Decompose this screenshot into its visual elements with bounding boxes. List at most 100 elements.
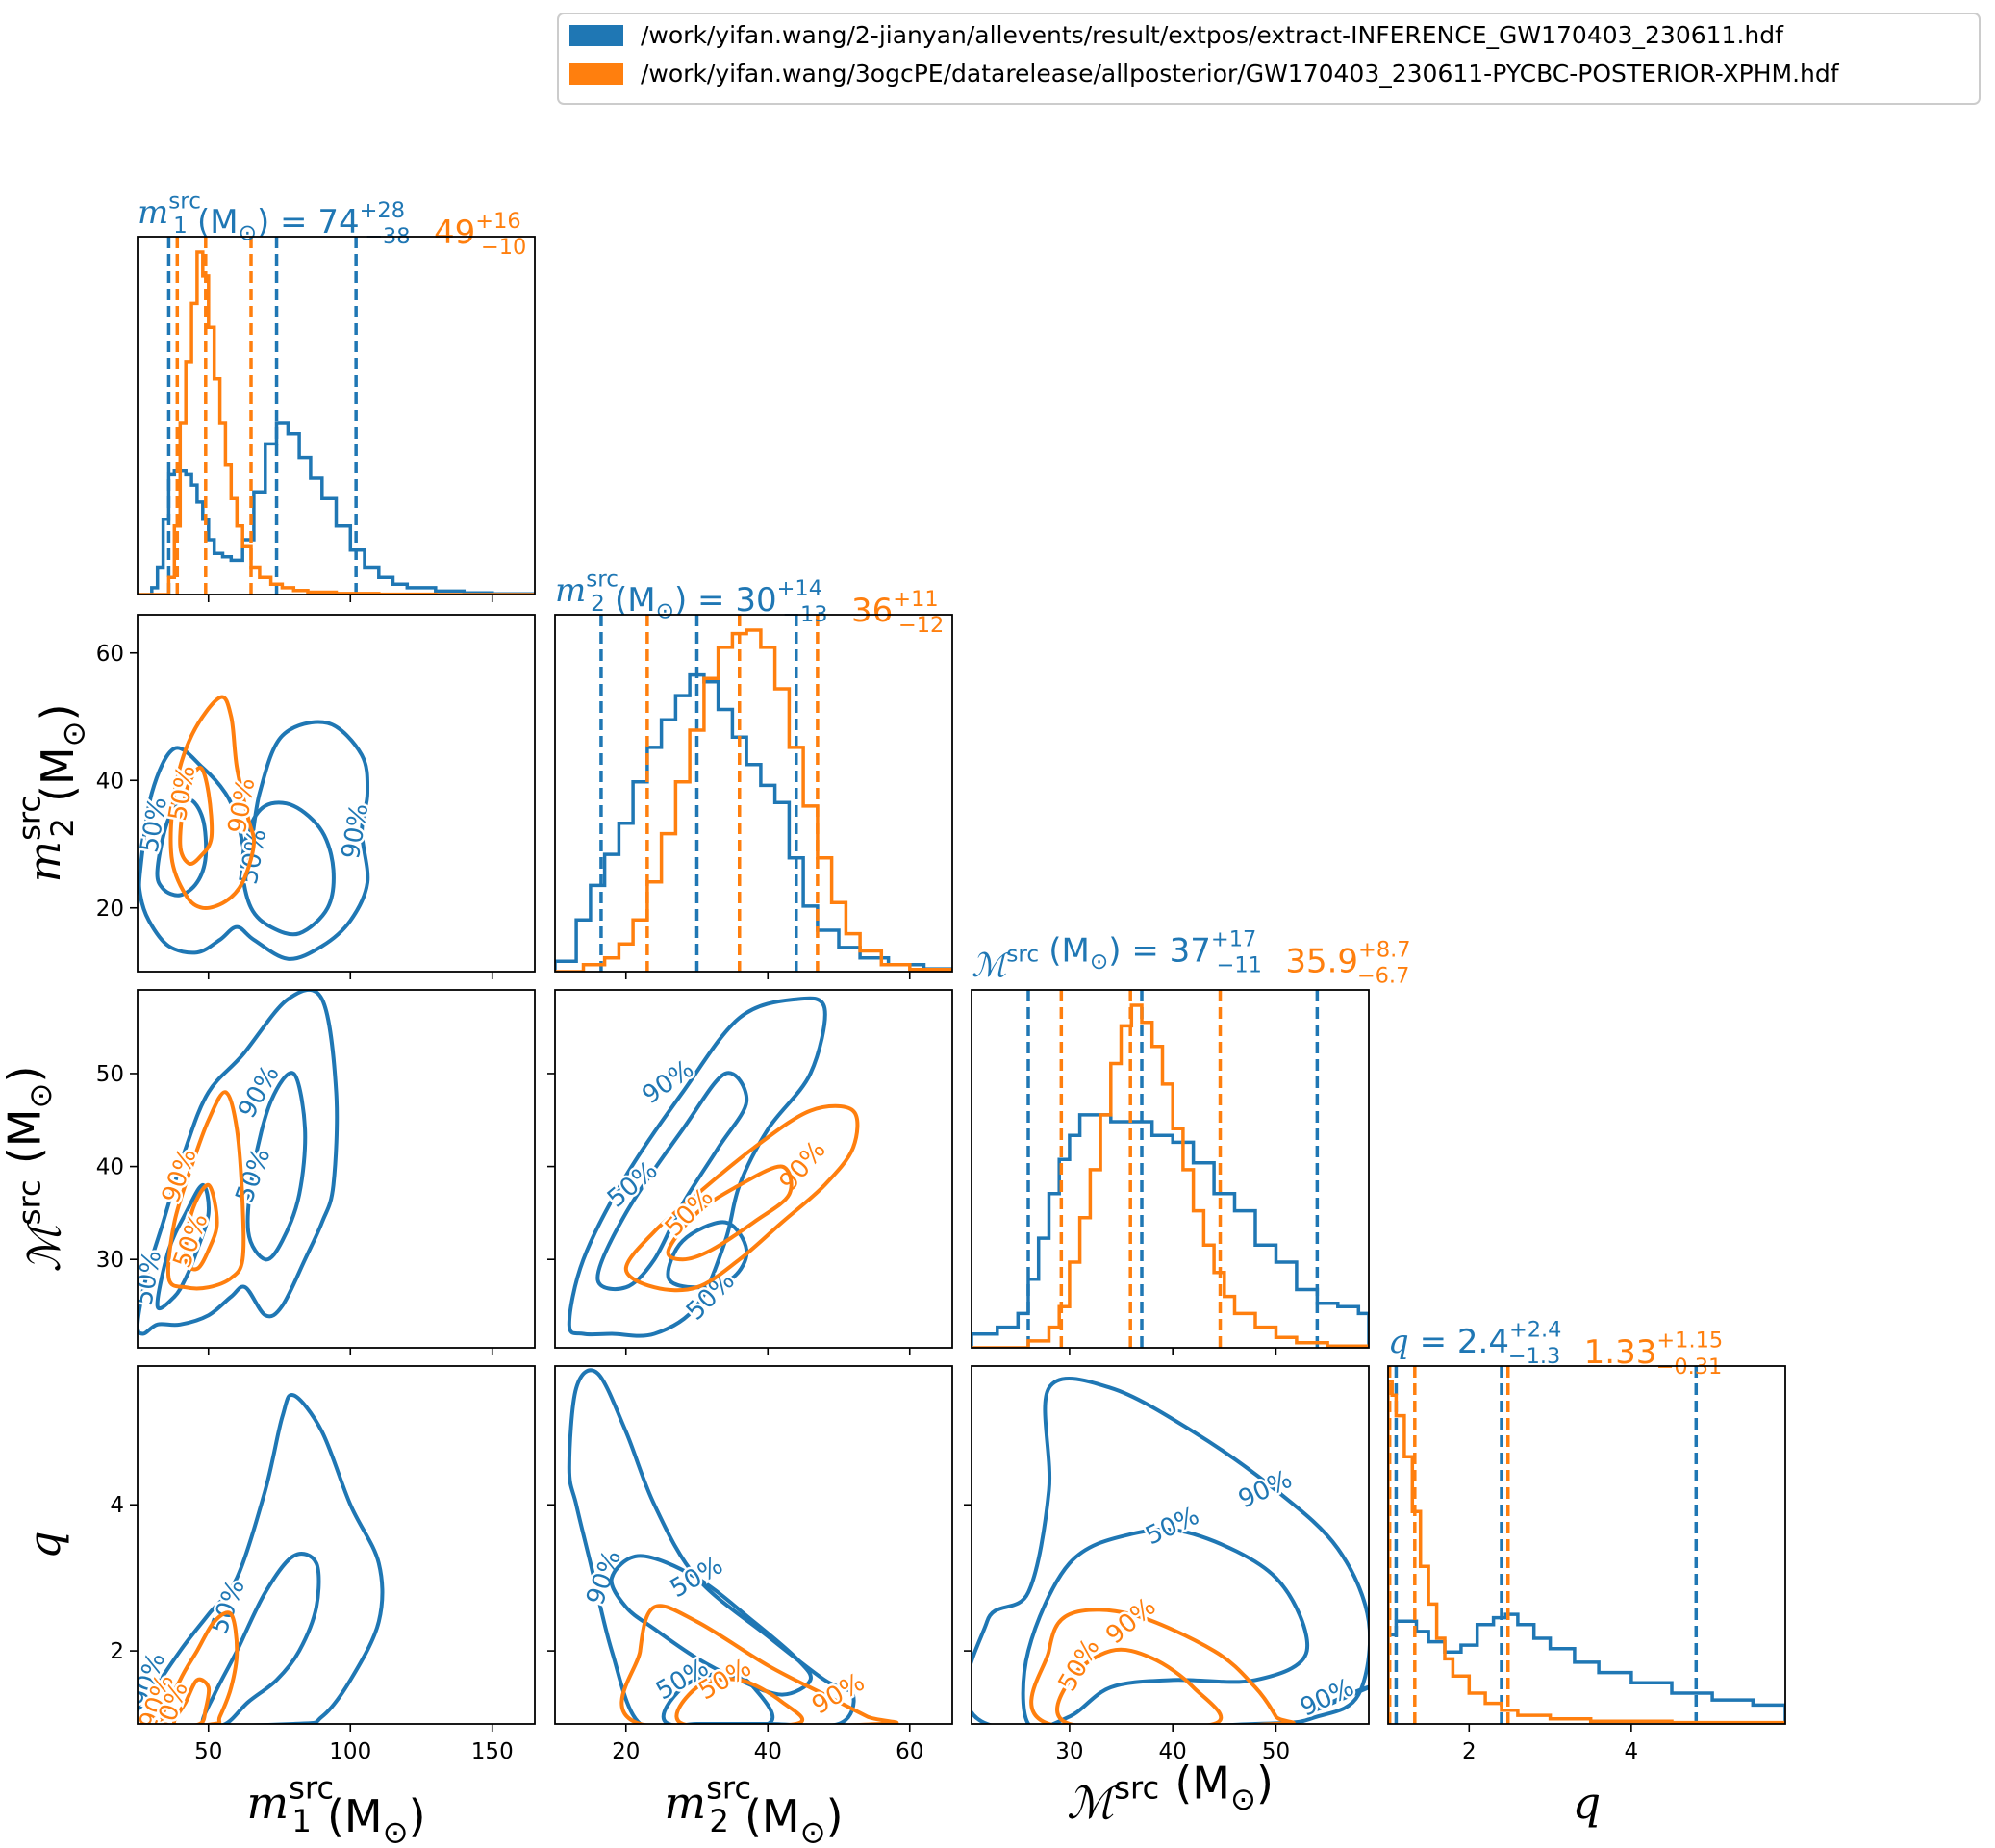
histogram-q-orange	[1388, 1380, 1785, 1724]
xtick-label-0-0: 50	[194, 1739, 222, 1764]
xlabel-mc-sup: src	[1114, 1769, 1159, 1806]
ytick-label-3-0: 2	[110, 1639, 124, 1664]
xlabel-m2-symbol: m	[664, 1777, 706, 1829]
xtick-label-2-1: 40	[1159, 1739, 1187, 1764]
title-sub-m2: 2	[591, 592, 605, 617]
title-q: q = 2.4+2.4 −1.3 1.33+1.15 −0.31	[1388, 1318, 1723, 1380]
contour-label-q_mc-blue-0: 90%	[1234, 1465, 1297, 1515]
contour-q_m2-blue-0	[567, 1368, 856, 1724]
xlabel-m2-unit-open: (M	[745, 1790, 800, 1842]
panel-mc-mc: ℳsrc (M⊙) = 37+17 −11 35.9+8.7 −6.7	[971, 926, 1411, 1355]
contour-mc_m2-orange-1	[666, 1164, 794, 1262]
legend-label-0: /work/yifan.wang/2-jianyan/allevents/res…	[641, 21, 1784, 49]
ylabel-m2-sup: src	[11, 796, 47, 841]
contour-q_mc-blue-1	[1021, 1527, 1310, 1724]
xlabel-m2-sub: 2	[709, 1803, 728, 1839]
panel-q-m2: 90% 50%50% 90%50% 20 40 60	[547, 1365, 953, 1764]
title-blue-value-mc: 37	[1170, 932, 1211, 971]
title-m1: msrc 1 (M⊙) = 74+28 −38 49+16 −10	[138, 190, 526, 260]
contour-label-q_m1-blue-1: 50%	[205, 1576, 251, 1638]
title-orange-value-mc: 35.9	[1285, 943, 1358, 981]
ylabel-mc-unit-sub: ⊙	[22, 1083, 59, 1109]
histogram-mc-orange	[972, 1003, 1369, 1348]
contour-q_mc-orange-1	[1055, 1647, 1224, 1724]
title-orange-value-m1: 49	[434, 214, 475, 252]
title-orange-value-m2: 36	[851, 592, 893, 630]
title-symbol-mc: ℳ	[972, 947, 1011, 985]
title-mc: ℳsrc (M⊙) = 37+17 −11 35.9+8.7 −6.7	[972, 926, 1411, 988]
title-symbol-q: q	[1388, 1323, 1409, 1361]
contour-label-q_mc-orange-1: 50%	[1053, 1633, 1106, 1696]
panel-frame-2-0	[137, 989, 536, 1349]
xtick-label-2-0: 30	[1055, 1739, 1083, 1764]
xlabel-m1-symbol: m	[246, 1777, 289, 1829]
contour-mc_m1-orange-0	[165, 1090, 246, 1291]
panel-q-mc: 90%50%90%90%50%30 40 50	[964, 1365, 1370, 1764]
contour-q_mc-blue-0	[972, 1377, 1369, 1724]
xlabel-q: q	[1573, 1777, 1601, 1829]
panel-frame-3-1	[554, 1365, 953, 1725]
title-blue-plus-m2: +14	[777, 576, 822, 601]
xlabel-m1-unit-sub: ⊙	[383, 1813, 409, 1848]
ylabel-m2-unit-sub: ⊙	[55, 721, 91, 747]
title-orange-minus-m1: −10	[481, 235, 526, 260]
title-blue-value-q: 2.4	[1457, 1323, 1509, 1361]
title-unit-open-mc: (M	[1048, 932, 1090, 971]
contour-m2_m1-blue-2	[240, 800, 336, 937]
xlabel-m1: msrc 1 (M⊙)	[246, 1769, 425, 1848]
title-sub-m1: 1	[173, 214, 188, 239]
xlabel-mc-unit-sub: ⊙	[1230, 1781, 1256, 1817]
title-unit-sub-m1: ⊙	[239, 221, 257, 246]
title-unit-close-m2: )	[674, 581, 687, 620]
xtick-label-0-1: 100	[329, 1739, 371, 1764]
contour-q_m2-orange-1	[674, 1677, 805, 1724]
contour-label-mc_m1-blue-2: 50%	[231, 1145, 277, 1207]
legend-swatch-1	[569, 63, 623, 85]
legend-swatch-0	[569, 25, 623, 46]
xtick-label-3-1: 4	[1625, 1739, 1639, 1764]
ylabel-m2-unit-open: (M	[32, 747, 84, 802]
contour-label-m2_m1-orange-1: 50%	[164, 763, 202, 823]
contour-label-m2_m1-blue-0: 90%	[337, 801, 375, 861]
contour-mc_m2-orange-0	[623, 1103, 860, 1293]
contour-m2_m1-orange-0	[168, 695, 257, 911]
ylabel-mc-unit-close: )	[0, 1066, 50, 1083]
title-symbol-m1: m	[138, 193, 168, 232]
contour-q_mc-blue-2	[1315, 1684, 1369, 1711]
xtick-label-3-0: 2	[1462, 1739, 1477, 1764]
contour-mc_m1-blue-2	[245, 1071, 308, 1262]
title-m2: msrc 2 (M⊙) = 30+14 −13 36+11 −12	[555, 568, 944, 638]
title-blue-minus-mc: −11	[1217, 953, 1262, 978]
panel-frame-2-2	[971, 989, 1370, 1349]
panel-q-q: q = 2.4+2.4 −1.3 1.33+1.15 −0.31 2 4	[1387, 1318, 1786, 1764]
contour-mc_m1-blue-0	[138, 990, 340, 1336]
contour-q_m1-orange-1	[171, 1677, 212, 1724]
contour-label-mc_m2-blue-2: 50%	[681, 1266, 741, 1326]
ytick-label-2-0: 30	[96, 1248, 124, 1273]
xlabel-m1-sup: src	[289, 1769, 334, 1806]
histogram-q-blue	[1388, 1612, 1785, 1724]
panel-frame-3-2	[971, 1365, 1370, 1725]
histogram-m1-blue	[138, 421, 535, 595]
xlabel-mc-unit-open: (M	[1174, 1757, 1230, 1809]
contour-mc_m2-blue-0	[567, 996, 827, 1338]
contour-m2_m1-blue-0	[138, 720, 370, 961]
ylabel-m2-sub: 2	[44, 818, 81, 837]
contour-q_m2-blue-1	[609, 1554, 813, 1697]
ylabel-mc-unit-open: (M	[0, 1108, 50, 1164]
legend: /work/yifan.wang/2-jianyan/allevents/res…	[557, 13, 1981, 105]
title-unit-close-m1: )	[257, 203, 269, 241]
ylabel-mc: ℳsrc (M⊙)	[0, 1066, 70, 1273]
legend-label-1: /work/yifan.wang/3ogcPE/datarelease/allp…	[641, 60, 1840, 88]
histogram-mc-blue	[972, 1113, 1369, 1348]
panel-plot-area-1-0: 90%50%50%90%50%	[138, 695, 377, 961]
panel-frame-1-1	[554, 614, 953, 973]
contour-q_m1-blue-1	[200, 1552, 321, 1724]
title-blue-plus-mc: +17	[1211, 926, 1256, 951]
panel-plot-area-0-0	[138, 237, 535, 595]
panel-plot-area-2-0: 90%50%50%90%50%	[138, 990, 340, 1336]
xtick-label-1-0: 20	[612, 1739, 640, 1764]
